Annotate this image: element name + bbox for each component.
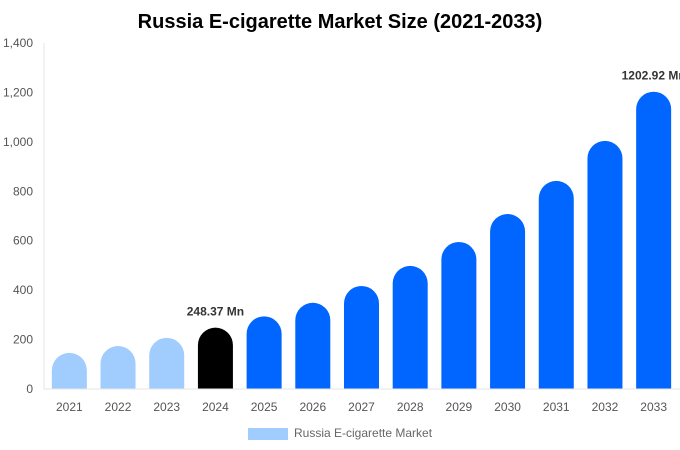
x-tick-label: 2033: [640, 400, 667, 414]
data-label-2033: 1202.92 Mn: [622, 69, 680, 83]
legend-swatch: [248, 428, 288, 440]
bar-2032[interactable]: [587, 140, 623, 389]
x-tick-label: 2028: [397, 400, 424, 414]
bar-2023[interactable]: [149, 337, 185, 389]
data-label-2024: 248.37 Mn: [187, 305, 244, 319]
x-tick-label: 2025: [251, 400, 278, 414]
bar-2031[interactable]: [538, 180, 574, 389]
y-tick-label: 0: [26, 382, 33, 396]
bar-2021[interactable]: [51, 352, 87, 389]
y-tick-label: 600: [13, 234, 33, 248]
y-tick-label: 1,200: [3, 85, 33, 99]
legend[interactable]: Russia E-cigarette Market: [248, 426, 433, 440]
bars: [51, 91, 672, 390]
bar-2024[interactable]: [197, 327, 233, 389]
bar-2029[interactable]: [441, 241, 477, 389]
y-tick-label: 1,400: [3, 36, 33, 50]
x-axis: 2021 2022 2023 2024 2025 2026 2027 2028 2029 2030…: [44, 388, 680, 414]
bar-2030[interactable]: [490, 214, 526, 389]
x-tick-label: 2029: [446, 400, 473, 414]
y-tick-label: 800: [13, 184, 33, 198]
bar-2028[interactable]: [392, 265, 428, 389]
x-tick-label: 2021: [56, 400, 83, 414]
bar-2022[interactable]: [100, 345, 136, 389]
y-axis: 0 200 400 600 800 1,000 1,200 1,400: [3, 36, 45, 396]
x-tick-label: 2031: [543, 400, 570, 414]
x-tick-label: 2023: [153, 400, 180, 414]
bar-2025[interactable]: [246, 316, 282, 389]
bar-2027[interactable]: [344, 285, 379, 389]
legend-label: Russia E-cigarette Market: [294, 426, 433, 440]
y-tick-label: 1,000: [3, 135, 33, 149]
chart-title: Russia E-cigarette Market Size (2021-203…: [138, 11, 543, 33]
y-tick-label: 200: [13, 333, 33, 347]
x-tick-label: 2024: [202, 400, 229, 414]
data-labels: 248.37 Mn 1202.92 Mn: [187, 69, 680, 319]
x-tick-label: 2032: [592, 400, 619, 414]
y-tick-label: 400: [13, 283, 33, 297]
bar-2033[interactable]: [636, 91, 672, 390]
x-tick-label: 2027: [348, 400, 375, 414]
bar-2026[interactable]: [295, 302, 331, 389]
x-tick-label: 2030: [494, 400, 521, 414]
x-tick-label: 2026: [299, 400, 326, 414]
x-tick-label: 2022: [105, 400, 132, 414]
